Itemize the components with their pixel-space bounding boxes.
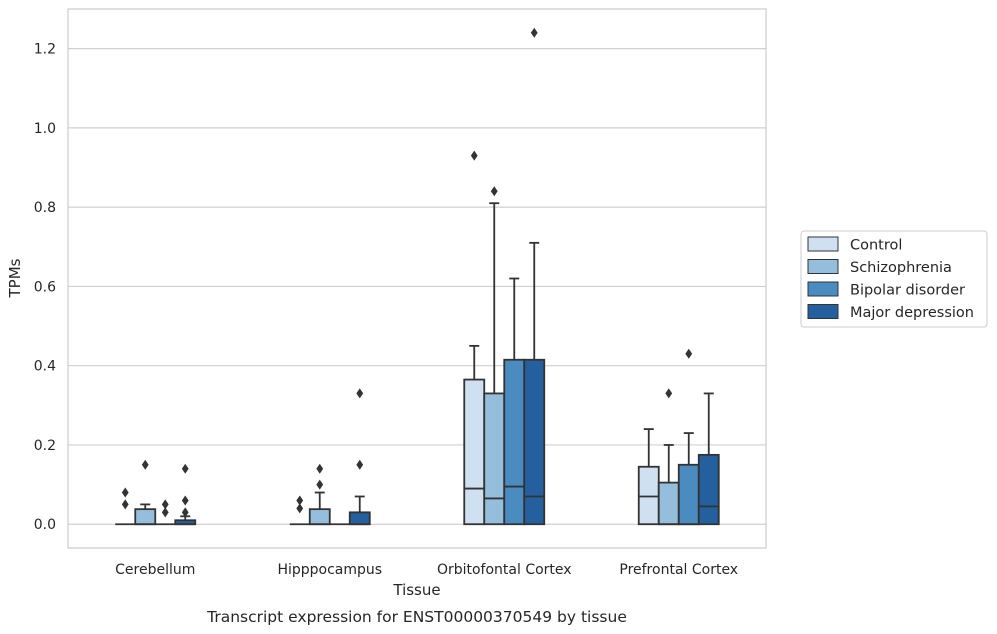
y-axis-title: TPMs xyxy=(6,258,24,298)
outlier-point xyxy=(490,186,498,197)
outlier-point xyxy=(161,499,169,510)
legend-swatch xyxy=(807,304,839,319)
x-tick-labels: Cerebellum Hipppocampus Orbitofontal Corte… xyxy=(115,562,738,578)
legend-frame xyxy=(800,230,988,328)
box-bipolar-disorder xyxy=(155,499,176,526)
x-tick-label: Cerebellum xyxy=(115,562,195,578)
gridlines xyxy=(68,48,766,525)
y-tick-label: 1.0 xyxy=(34,121,56,137)
legend-swatch xyxy=(807,236,839,252)
box-body xyxy=(134,508,157,526)
box-body xyxy=(463,378,486,526)
y-tick-label: 0.0 xyxy=(34,517,56,533)
y-tick-label: 1.2 xyxy=(34,42,56,58)
box-schizophrenia xyxy=(657,388,680,526)
legend-swatch xyxy=(807,259,839,274)
outlier-point xyxy=(121,487,129,498)
outlier-point xyxy=(181,507,189,518)
box-body xyxy=(657,481,680,526)
figure-caption: Transcript expression for ENST0000037054… xyxy=(206,608,627,626)
outlier-point xyxy=(685,348,693,359)
outlier-point xyxy=(470,150,478,161)
box-body xyxy=(677,463,700,526)
outlier-point xyxy=(665,388,673,399)
legend: Control Schizophrenia Bipolar disorder Majo… xyxy=(800,230,988,328)
box-bipolar-disorder xyxy=(503,277,526,526)
x-axis-title: Tissue xyxy=(392,581,440,599)
box-body xyxy=(503,358,526,526)
legend-label: Major depression xyxy=(850,305,974,321)
box-control xyxy=(115,487,136,526)
outlier-point xyxy=(316,479,324,490)
x-tick-label: Hipppocampus xyxy=(277,562,382,578)
outlier-point xyxy=(161,507,169,518)
outlier-point xyxy=(530,27,538,38)
y-tick-labels: 0.0 0.2 0.4 0.6 0.8 1.0 1.2 xyxy=(34,42,56,534)
box-control xyxy=(289,495,310,526)
box-body xyxy=(308,508,331,526)
box-body xyxy=(483,392,506,526)
legend-label: Schizophrenia xyxy=(850,260,952,276)
outlier-point xyxy=(181,495,189,506)
boxes xyxy=(115,27,720,526)
legend-swatch xyxy=(807,281,839,297)
box-body xyxy=(637,465,660,526)
box-control xyxy=(637,428,660,526)
outlier-point xyxy=(356,388,364,399)
box-body xyxy=(348,511,371,526)
box-schizophrenia xyxy=(308,463,331,526)
x-tick-label: Orbitofontal Cortex xyxy=(437,562,572,578)
x-tick-label: Prefrontal Cortex xyxy=(619,562,738,578)
y-tick-label: 0.8 xyxy=(34,200,56,216)
box-major-depression xyxy=(523,27,546,526)
box-major-depression xyxy=(348,388,371,526)
legend-label: Bipolar disorder xyxy=(850,283,965,299)
outlier-point xyxy=(121,499,129,510)
box-major-depression xyxy=(174,463,197,526)
box-body xyxy=(697,453,720,526)
y-tick-label: 0.2 xyxy=(34,438,56,454)
box-body xyxy=(523,358,546,526)
outlier-point xyxy=(296,503,304,514)
box-bipolar-disorder xyxy=(677,348,700,526)
outlier-point xyxy=(141,459,149,470)
outlier-point xyxy=(356,459,364,470)
box-schizophrenia xyxy=(134,459,157,526)
y-tick-label: 0.4 xyxy=(34,359,56,375)
legend-label: Control xyxy=(850,238,902,254)
outlier-point xyxy=(296,495,304,506)
outlier-point xyxy=(316,463,324,474)
box-schizophrenia xyxy=(483,186,506,526)
plot-frame xyxy=(67,8,767,549)
y-tick-label: 0.6 xyxy=(34,279,56,295)
outlier-point xyxy=(181,463,189,474)
box-major-depression xyxy=(697,392,720,526)
